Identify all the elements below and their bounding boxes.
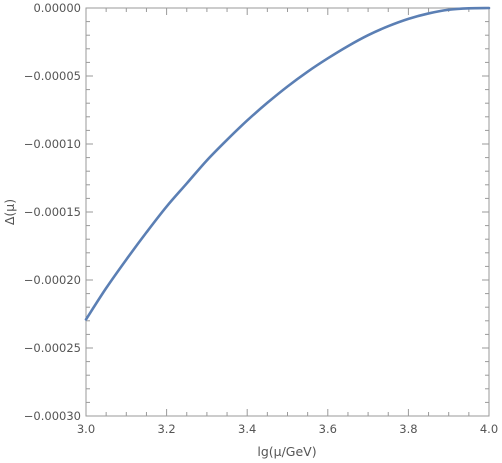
y-tick-label: −0.00010 — [24, 137, 81, 151]
y-tick-label: −0.00005 — [24, 69, 81, 83]
x-tick-label: 4.0 — [480, 422, 498, 436]
data-series-group — [84, 6, 491, 321]
x-tick-label: 3.0 — [77, 422, 95, 436]
y-axis: 0.00000 −0.00005 −0.00010 −0.00015 −0.00020 −… — [24, 1, 489, 423]
x-axis-label: lg(μ/GeV) — [257, 444, 316, 459]
plot-frame — [85, 7, 490, 417]
y-tick-label: −0.00015 — [24, 205, 81, 219]
y-tick-label: −0.00025 — [24, 341, 81, 355]
x-axis: 3.0 3.2 3.4 3.6 3.8 4.0 — [77, 8, 498, 436]
x-tick-label: 3.2 — [157, 422, 175, 436]
y-axis-label: Δ(μ) — [2, 199, 17, 225]
y-tick-label: −0.00030 — [24, 409, 81, 423]
x-tick-label: 3.6 — [319, 422, 337, 436]
series-line — [84, 6, 491, 321]
y-tick-label: −0.00020 — [24, 273, 81, 287]
y-tick-label: 0.00000 — [33, 1, 81, 15]
x-tick-label: 3.8 — [399, 422, 417, 436]
x-tick-label: 3.4 — [238, 422, 256, 436]
